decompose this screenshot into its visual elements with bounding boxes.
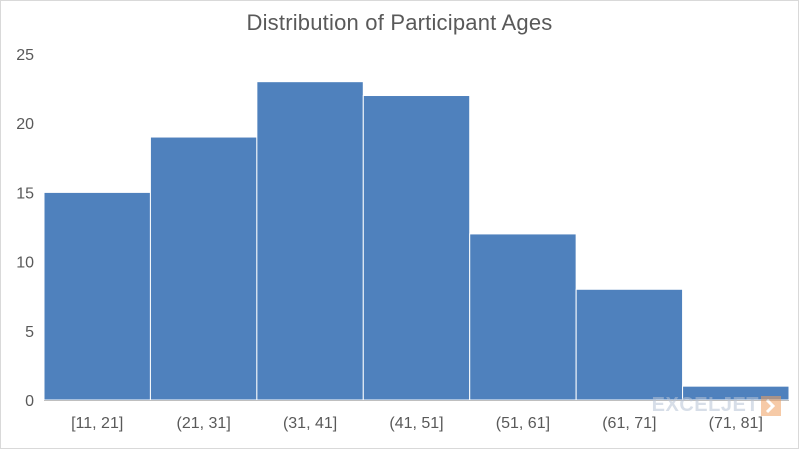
x-tick-label: (31, 41] <box>283 415 337 432</box>
watermark-text: EXCELJET <box>651 394 759 416</box>
histogram-bar <box>256 81 364 401</box>
y-tick-label: 15 <box>16 185 34 202</box>
histogram-bar <box>43 191 151 401</box>
y-tick-label: 10 <box>16 255 34 272</box>
x-tick-label: (21, 31] <box>177 415 231 432</box>
histogram-bar <box>469 233 577 401</box>
histogram-bar <box>149 136 258 401</box>
histogram-bar <box>362 95 471 401</box>
x-tick-label: (61, 71] <box>602 415 656 432</box>
histogram-bar <box>575 288 684 401</box>
x-tick-label: (71, 81] <box>709 415 763 432</box>
chart-title: Distribution of Participant Ages <box>246 10 553 35</box>
x-tick-label: (51, 61] <box>496 415 550 432</box>
x-tick-label: [11, 21] <box>71 415 123 432</box>
x-tick-label: (41, 51] <box>389 415 443 432</box>
y-tick-label: 0 <box>25 393 34 410</box>
y-tick-label: 20 <box>16 116 34 133</box>
exceljet-logo-icon <box>761 395 781 416</box>
exceljet-watermark: EXCELJET <box>652 394 781 417</box>
y-tick-label: 5 <box>25 324 34 341</box>
y-tick-label: 25 <box>16 47 34 64</box>
